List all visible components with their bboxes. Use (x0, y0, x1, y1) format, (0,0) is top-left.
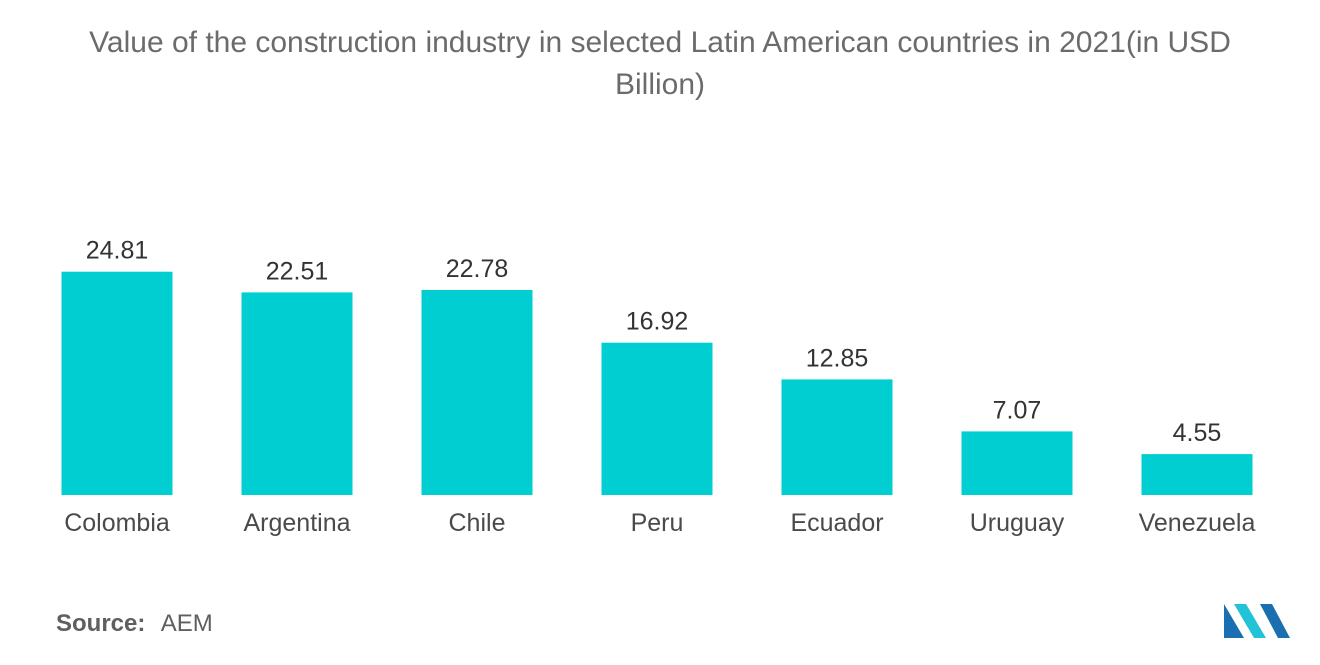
x-tick-label-peru: Peru (631, 509, 684, 537)
x-tick-label-uruguay: Uruguay (970, 509, 1065, 537)
logo-mid-shape (1234, 604, 1266, 638)
source-note: Source: AEM (56, 610, 213, 638)
bar-colombia (61, 271, 173, 495)
source-label: Source: (56, 610, 146, 637)
bar-chile (421, 290, 533, 495)
value-label-colombia: 24.81 (86, 237, 149, 265)
value-label-chile: 22.78 (446, 255, 509, 283)
x-tick-label-colombia: Colombia (64, 509, 170, 537)
x-tick-label-venezuela: Venezuela (1139, 509, 1256, 537)
chart-title: Value of the construction industry in se… (89, 26, 1231, 101)
bar-venezuela (1141, 454, 1253, 495)
source-value: AEM (160, 610, 213, 637)
logo-right-shape (1260, 604, 1290, 638)
x-tick-label-chile: Chile (449, 509, 506, 537)
x-tick-label-ecuador: Ecuador (790, 509, 883, 537)
value-label-venezuela: 4.55 (1173, 419, 1222, 447)
value-label-uruguay: 7.07 (993, 396, 1042, 424)
mordor-logo-icon (1222, 600, 1292, 645)
x-tick-label-argentina: Argentina (243, 509, 350, 537)
bar-peru (601, 342, 713, 495)
value-label-peru: 16.92 (626, 308, 689, 336)
bar-argentina (241, 292, 353, 495)
bar-uruguay (961, 431, 1073, 495)
value-label-argentina: 22.51 (266, 257, 329, 285)
logo-left-shape (1224, 604, 1244, 638)
value-label-ecuador: 12.85 (806, 344, 869, 372)
bar-ecuador (781, 379, 893, 495)
